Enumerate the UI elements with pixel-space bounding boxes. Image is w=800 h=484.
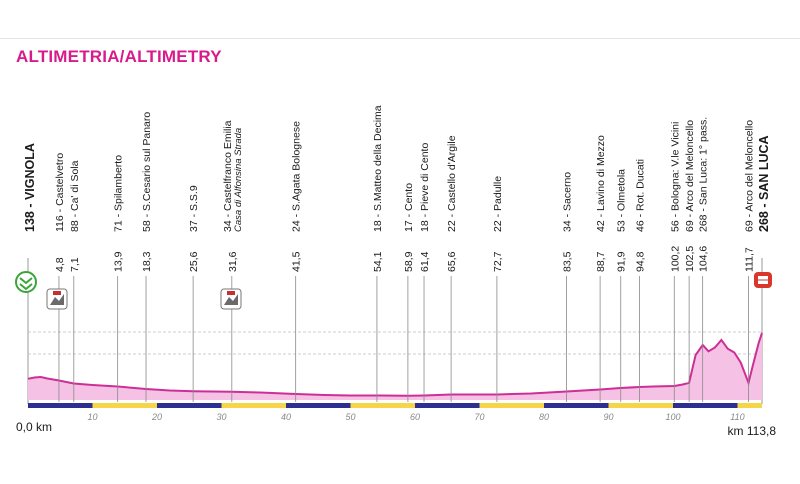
green-start-icon	[15, 271, 37, 293]
axis-stripe	[221, 403, 286, 408]
waypoint: 13,9 71 - Spilamberto	[113, 155, 125, 402]
axis-stripe	[479, 403, 544, 408]
waypoint-label: 46 - Rot. Ducati	[634, 159, 646, 232]
waypoint-km: 111,7	[743, 247, 755, 272]
waypoint: 94,8 46 - Rot. Ducati	[634, 159, 646, 402]
top-divider	[0, 38, 800, 39]
waypoint: 268 - SAN LUCA	[757, 135, 771, 232]
x-tick-label: 90	[603, 412, 613, 422]
waypoint: 31,6 34 - Castelfranco Emilia Casa di Alfo…	[222, 120, 244, 402]
waypoint-km: 41,5	[291, 251, 303, 272]
waypoint-label: 69 - Arco del Meloncello	[684, 120, 696, 232]
waypoint-label: 88 - Ca' di Sola	[69, 160, 81, 232]
x-tick-label: 50	[345, 412, 355, 422]
waypoint: 41,5 24 - S.Agata Bolognese	[291, 121, 303, 402]
waypoint-label: 71 - Spilamberto	[113, 155, 125, 232]
waypoint-km: 65,6	[446, 251, 458, 272]
waypoint-km: 61,4	[419, 251, 431, 272]
waypoint-label: 37 - S.S.9	[188, 185, 200, 232]
profile-area	[28, 333, 762, 400]
waypoint-label: 69 - Arco del Meloncello	[743, 120, 755, 232]
waypoint: 4,8 116 - Castelvetro	[54, 153, 66, 402]
waypoint: 100,2 56 - Bologna: V.le Vicini	[669, 122, 681, 402]
axis-stripe	[737, 403, 762, 408]
waypoint: 104,6 268 - San Luca: 1° pass.	[698, 117, 710, 402]
start-km-label: 0,0 km	[16, 420, 53, 434]
waypoint-label: 58 - S.Cesario sul Panaro	[141, 112, 153, 232]
end-km-label: km 113,8	[727, 424, 776, 438]
waypoint-label: 34 - Sacerno	[562, 172, 574, 232]
page-title: ALTIMETRIA/ALTIMETRY	[16, 47, 222, 66]
waypoint-label: 18 - S.Matteo della Decima	[372, 105, 384, 232]
waypoint-km: 72,7	[492, 251, 504, 272]
x-tick-label: 70	[474, 412, 484, 422]
waypoint-km: 102,5	[684, 246, 696, 272]
waypoint: 61,4 18 - Pieve di Cento	[419, 143, 431, 402]
waypoint: 91,9 53 - Olmetola	[616, 169, 628, 402]
waypoint-km: 7,1	[69, 257, 81, 272]
waypoint: 83,5 34 - Sacerno	[562, 172, 574, 402]
waypoint: 72,7 22 - Padulle	[492, 176, 504, 402]
x-tick-label: 100	[665, 412, 680, 422]
x-tick-label: 10	[87, 412, 97, 422]
intermediate-sprint-icon	[220, 288, 242, 310]
waypoint: 111,7 69 - Arco del Meloncello	[743, 120, 755, 402]
waypoint: 102,5 69 - Arco del Meloncello	[684, 120, 696, 402]
profile-line	[27, 332, 763, 397]
waypoint-km: 54,1	[372, 251, 384, 272]
waypoint-label: 56 - Bologna: V.le Vicini	[669, 122, 681, 232]
axis-stripe	[92, 403, 157, 408]
x-tick-label: 60	[410, 412, 420, 422]
waypoint-km: 88,7	[595, 251, 607, 272]
waypoint-km: 83,5	[562, 251, 574, 272]
waypoint-km: 18,3	[141, 251, 153, 272]
waypoint-km: 94,8	[634, 251, 646, 272]
waypoint-label: 138 - VIGNOLA	[23, 143, 37, 232]
waypoint-km: 91,9	[616, 251, 628, 272]
x-tick-label: 20	[151, 412, 162, 422]
x-tick-label: 40	[281, 412, 291, 422]
waypoint-label: 268 - San Luca: 1° pass.	[698, 117, 710, 232]
waypoint-km: 31,6	[227, 251, 239, 272]
intermediate-sprint-icon	[46, 288, 68, 310]
waypoint-km: 104,6	[698, 246, 710, 272]
waypoint-label: 24 - S.Agata Bolognese	[291, 121, 303, 232]
waypoint-label: 17 - Cento	[403, 183, 415, 232]
waypoint-km: 100,2	[669, 246, 681, 272]
red-finish-icon	[754, 272, 772, 288]
waypoint: 25,6 37 - S.S.9	[188, 185, 200, 402]
waypoint: 138 - VIGNOLA	[23, 143, 37, 232]
waypoint: 65,6 22 - Castello d'Argile	[446, 135, 458, 402]
waypoint: 18,3 58 - S.Cesario sul Panaro	[141, 112, 153, 402]
waypoint-label: 18 - Pieve di Cento	[419, 143, 431, 232]
waypoint: 54,1 18 - S.Matteo della Decima	[372, 105, 384, 402]
waypoint-sublabel: Casa di Alfonsina Strada	[233, 128, 244, 232]
waypoint: 88,7 42 - Lavino di Mezzo	[595, 135, 607, 402]
waypoint-label: 268 - SAN LUCA	[757, 135, 771, 232]
x-tick-label: 80	[539, 412, 549, 422]
x-tick-label: 110	[730, 412, 744, 422]
waypoint-km: 58,9	[403, 251, 415, 272]
waypoint: 7,1 88 - Ca' di Sola	[69, 160, 81, 402]
waypoint-label: 116 - Castelvetro	[54, 153, 66, 232]
axis-stripe	[608, 403, 673, 408]
waypoint-km: 13,9	[113, 251, 125, 272]
axis-stripe	[350, 403, 415, 408]
waypoint-label: 42 - Lavino di Mezzo	[595, 135, 607, 232]
waypoint: 58,9 17 - Cento	[403, 183, 415, 402]
waypoint-km: 4,8	[54, 257, 66, 272]
waypoint-label: 53 - Olmetola	[616, 169, 628, 232]
waypoint-label: 34 - Castelfranco Emilia	[222, 120, 234, 232]
waypoint-km: 25,6	[188, 251, 200, 272]
waypoint-label: 22 - Padulle	[492, 176, 504, 232]
x-tick-label: 30	[216, 412, 226, 422]
waypoint-label: 22 - Castello d'Argile	[446, 135, 458, 232]
